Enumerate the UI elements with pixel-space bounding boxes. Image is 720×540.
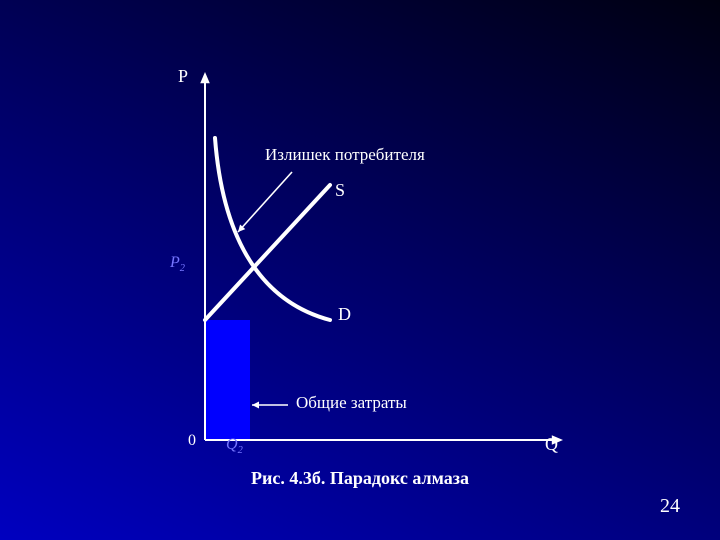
- y-axis-arrow: [200, 72, 210, 83]
- supply-label: S: [335, 180, 345, 201]
- supply-line: [205, 185, 330, 320]
- q2-label: Q2: [226, 436, 243, 456]
- surplus-arrow-line: [238, 172, 292, 232]
- origin-label: 0: [188, 432, 196, 450]
- chart-stage: P Q 0 S D P2 Q2 Излишек потребителя Общи…: [0, 0, 720, 540]
- totalcost-annotation-text: Общие затраты: [296, 393, 407, 413]
- p2-label: P2: [170, 254, 185, 274]
- page-number: 24: [660, 495, 680, 518]
- totalcost-arrow-head: [252, 402, 259, 409]
- y-axis-label: P: [178, 66, 188, 87]
- figure-caption: Рис. 4.3б. Парадокс алмаза: [0, 468, 720, 489]
- demand-label: D: [338, 304, 351, 325]
- chart-svg: [0, 0, 720, 540]
- total-costs-area: [205, 320, 250, 440]
- surplus-annotation-text: Излишек потребителя: [265, 145, 425, 165]
- x-axis-label: Q: [545, 434, 558, 455]
